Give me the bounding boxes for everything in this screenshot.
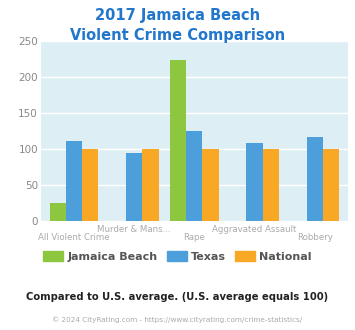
Bar <box>142 149 159 221</box>
Legend: Jamaica Beach, Texas, National: Jamaica Beach, Texas, National <box>39 247 316 267</box>
Text: © 2024 CityRating.com - https://www.cityrating.com/crime-statistics/: © 2024 CityRating.com - https://www.city… <box>53 316 302 323</box>
Text: Rape: Rape <box>184 233 205 242</box>
Text: Aggravated Assault: Aggravated Assault <box>212 225 297 234</box>
Bar <box>307 137 323 221</box>
Text: Robbery: Robbery <box>297 233 333 242</box>
Bar <box>126 153 142 221</box>
Text: Compared to U.S. average. (U.S. average equals 100): Compared to U.S. average. (U.S. average … <box>26 292 329 302</box>
Bar <box>186 131 202 221</box>
Bar <box>66 141 82 221</box>
Text: Violent Crime Comparison: Violent Crime Comparison <box>70 28 285 43</box>
Bar <box>50 203 66 221</box>
Text: Murder & Mans...: Murder & Mans... <box>97 225 171 234</box>
Bar <box>170 60 186 221</box>
Bar <box>246 144 263 221</box>
Bar <box>202 149 219 221</box>
Text: 2017 Jamaica Beach: 2017 Jamaica Beach <box>95 8 260 23</box>
Bar <box>82 149 98 221</box>
Text: All Violent Crime: All Violent Crime <box>38 233 110 242</box>
Bar <box>263 149 279 221</box>
Bar <box>323 149 339 221</box>
